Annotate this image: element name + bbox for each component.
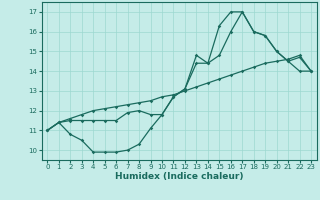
X-axis label: Humidex (Indice chaleur): Humidex (Indice chaleur) <box>115 172 244 181</box>
